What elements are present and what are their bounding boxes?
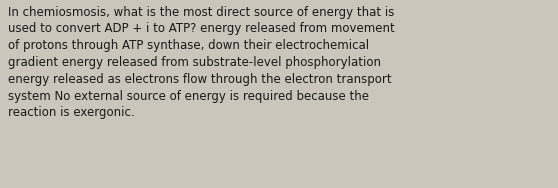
Text: In chemiosmosis, what is the most direct source of energy that is
used to conver: In chemiosmosis, what is the most direct…	[8, 6, 395, 119]
